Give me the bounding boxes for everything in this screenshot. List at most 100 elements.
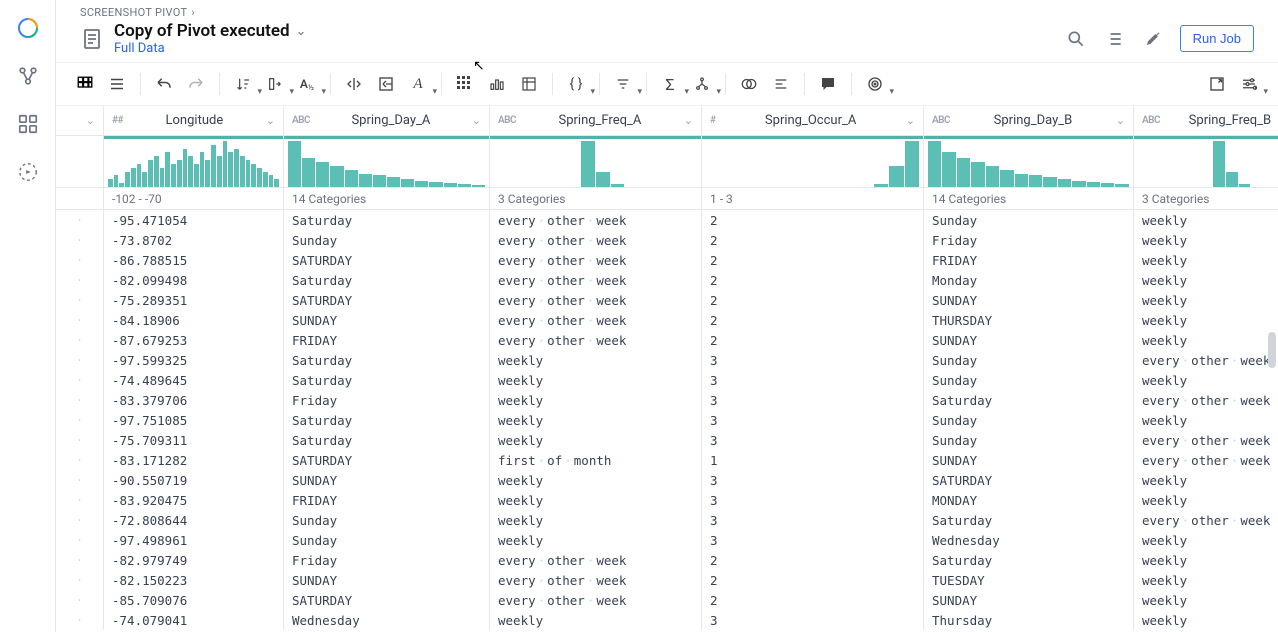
filter-icon[interactable] [608, 69, 638, 99]
chart-icon[interactable] [482, 69, 512, 99]
table-cell[interactable]: 3 [702, 430, 923, 450]
text-format-icon[interactable]: A [403, 69, 433, 99]
table-cell[interactable]: 2 [702, 330, 923, 350]
table-cell[interactable]: SUNDAY [924, 590, 1133, 610]
table-cell[interactable]: Sunday [284, 510, 489, 530]
braces-icon[interactable]: { } [561, 69, 591, 99]
pivot-icon[interactable] [514, 69, 544, 99]
merge-column-icon[interactable] [371, 69, 401, 99]
table-cell[interactable]: every·other·week [1134, 350, 1278, 370]
table-cell[interactable]: every·other·week [490, 230, 701, 250]
table-cell[interactable]: first·of·month [490, 450, 701, 470]
table-cell[interactable]: SUNDAY [284, 470, 489, 490]
table-cell[interactable]: Wednesday [924, 530, 1133, 550]
table-cell[interactable]: 3 [702, 530, 923, 550]
table-cell[interactable]: weekly [490, 530, 701, 550]
table-cell[interactable]: weekly [1134, 210, 1278, 230]
table-cell[interactable]: 2 [702, 250, 923, 270]
undo-icon[interactable] [149, 69, 179, 99]
table-cell[interactable]: every·other·week [490, 550, 701, 570]
search-icon[interactable] [1066, 29, 1086, 49]
row-marker[interactable]: • [56, 390, 103, 410]
table-cell[interactable]: every·other·week [490, 570, 701, 590]
table-cell[interactable]: SUNDAY [924, 330, 1133, 350]
move-column-icon[interactable] [260, 69, 290, 99]
full-data-link[interactable]: Full Data [114, 41, 306, 56]
table-cell[interactable]: Sunday [924, 210, 1133, 230]
list-view-icon[interactable] [102, 69, 132, 99]
table-cell[interactable]: -74.079041 [104, 610, 283, 630]
apps-icon[interactable] [16, 112, 40, 136]
table-cell[interactable]: -82.979749 [104, 550, 283, 570]
table-cell[interactable]: every·other·week [490, 210, 701, 230]
table-cell[interactable]: Saturday [924, 390, 1133, 410]
table-cell[interactable]: 1 [702, 450, 923, 470]
redo-icon[interactable] [181, 69, 211, 99]
table-cell[interactable]: weekly [490, 490, 701, 510]
column-histogram[interactable] [104, 136, 283, 188]
table-cell[interactable]: Sunday [284, 230, 489, 250]
table-cell[interactable]: -75.289351 [104, 290, 283, 310]
table-cell[interactable]: Sunday [924, 350, 1133, 370]
table-cell[interactable]: TUESDAY [924, 570, 1133, 590]
list-icon[interactable] [1104, 29, 1124, 49]
table-cell[interactable]: weekly [490, 350, 701, 370]
align-icon[interactable] [766, 69, 796, 99]
table-cell[interactable]: Saturday [284, 210, 489, 230]
table-cell[interactable]: every·other·week [1134, 510, 1278, 530]
table-cell[interactable]: -97.751085 [104, 410, 283, 430]
table-cell[interactable]: SATURDAY [284, 590, 489, 610]
row-marker[interactable]: • [56, 510, 103, 530]
table-cell[interactable]: -72.808644 [104, 510, 283, 530]
table-cell[interactable]: 2 [702, 570, 923, 590]
table-cell[interactable]: weekly [490, 370, 701, 390]
table-cell[interactable]: SUNDAY [924, 290, 1133, 310]
table-cell[interactable]: 2 [702, 590, 923, 610]
table-cell[interactable]: weekly [1134, 470, 1278, 490]
table-cell[interactable]: Monday [924, 270, 1133, 290]
table-cell[interactable]: Thursday [924, 610, 1133, 630]
table-cell[interactable]: 2 [702, 230, 923, 250]
table-cell[interactable]: SATURDAY [284, 450, 489, 470]
table-cell[interactable]: weekly [1134, 330, 1278, 350]
row-marker[interactable]: • [56, 350, 103, 370]
row-marker[interactable]: • [56, 470, 103, 490]
table-cell[interactable]: Saturday [284, 430, 489, 450]
grid-edit-icon[interactable] [450, 69, 480, 99]
table-cell[interactable]: THURSDAY [924, 310, 1133, 330]
table-cell[interactable]: SATURDAY [284, 290, 489, 310]
table-cell[interactable]: -86.788515 [104, 250, 283, 270]
table-cell[interactable]: every·other·week [1134, 450, 1278, 470]
row-marker[interactable]: • [56, 530, 103, 550]
chevron-down-icon[interactable]: ⌄ [1116, 114, 1125, 127]
table-cell[interactable]: weekly [490, 410, 701, 430]
row-marker[interactable]: • [56, 570, 103, 590]
chevron-down-icon[interactable]: ⌄ [296, 24, 307, 39]
table-cell[interactable]: Sunday [924, 430, 1133, 450]
table-cell[interactable]: every·other·week [490, 290, 701, 310]
table-cell[interactable]: weekly [1134, 570, 1278, 590]
table-cell[interactable]: Friday [284, 550, 489, 570]
table-cell[interactable]: 3 [702, 390, 923, 410]
column-histogram[interactable] [1134, 136, 1278, 188]
table-cell[interactable]: 3 [702, 610, 923, 630]
target-icon[interactable] [860, 69, 890, 99]
column-histogram[interactable] [284, 136, 489, 188]
table-cell[interactable]: -75.709311 [104, 430, 283, 450]
column-header[interactable]: ABC Spring_Day_A ⌄ [284, 106, 489, 136]
table-cell[interactable]: -84.18906 [104, 310, 283, 330]
run-job-button[interactable]: Run Job [1180, 25, 1254, 52]
row-marker[interactable]: • [56, 610, 103, 630]
table-cell[interactable]: weekly [1134, 490, 1278, 510]
row-marker[interactable]: • [56, 370, 103, 390]
table-cell[interactable]: Saturday [284, 410, 489, 430]
column-header[interactable]: ABC Spring_Day_B ⌄ [924, 106, 1133, 136]
table-cell[interactable]: weekly [1134, 410, 1278, 430]
table-cell[interactable]: Wednesday [284, 610, 489, 630]
row-marker[interactable]: • [56, 270, 103, 290]
table-cell[interactable]: weekly [490, 470, 701, 490]
table-cell[interactable]: Saturday [924, 550, 1133, 570]
table-cell[interactable]: -73.8702 [104, 230, 283, 250]
hierarchy-icon[interactable] [687, 69, 717, 99]
table-cell[interactable]: 2 [702, 550, 923, 570]
